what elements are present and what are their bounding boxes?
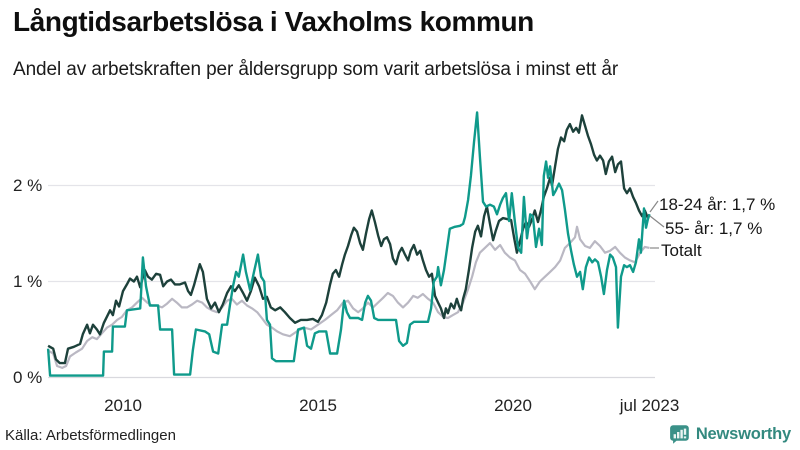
x-tick-label: jul 2023	[619, 396, 680, 415]
newsworthy-bar-chart-bubble-icon	[669, 424, 690, 445]
leader-line-18-24	[649, 200, 659, 213]
series-line-18-24-r	[47, 114, 651, 365]
x-tick-label: 2015	[299, 396, 337, 415]
series-line-55-r	[46, 111, 651, 377]
series-end-label-totalt: Totalt	[661, 241, 702, 260]
y-tick-label: 1 %	[13, 271, 43, 291]
leader-line-55	[649, 215, 665, 228]
y-tick-label: 0 %	[13, 367, 43, 387]
series-end-label-18-24-r: 18-24 år: 1,7 %	[659, 195, 776, 214]
page-subtitle: Andel av arbetskraften per åldersgrupp s…	[13, 59, 619, 80]
brand-name: Newsworthy	[695, 424, 791, 443]
series-lines	[46, 111, 651, 377]
x-tick-label: 2020	[494, 396, 532, 415]
page-title: Långtidsarbetslösa i Vaxholms kommun	[13, 6, 534, 37]
source-note: Källa: Arbetsförmedlingen	[5, 427, 176, 444]
legend-leader-lines	[649, 200, 665, 249]
y-tick-label: 2 %	[13, 175, 43, 195]
x-tick-label: 2010	[104, 396, 142, 415]
gridlines	[48, 184, 655, 379]
brand-lockup: Newsworthy	[669, 423, 791, 445]
series-line-totalt	[47, 225, 650, 369]
series-end-label-55-r: 55- år: 1,7 %	[665, 219, 763, 238]
